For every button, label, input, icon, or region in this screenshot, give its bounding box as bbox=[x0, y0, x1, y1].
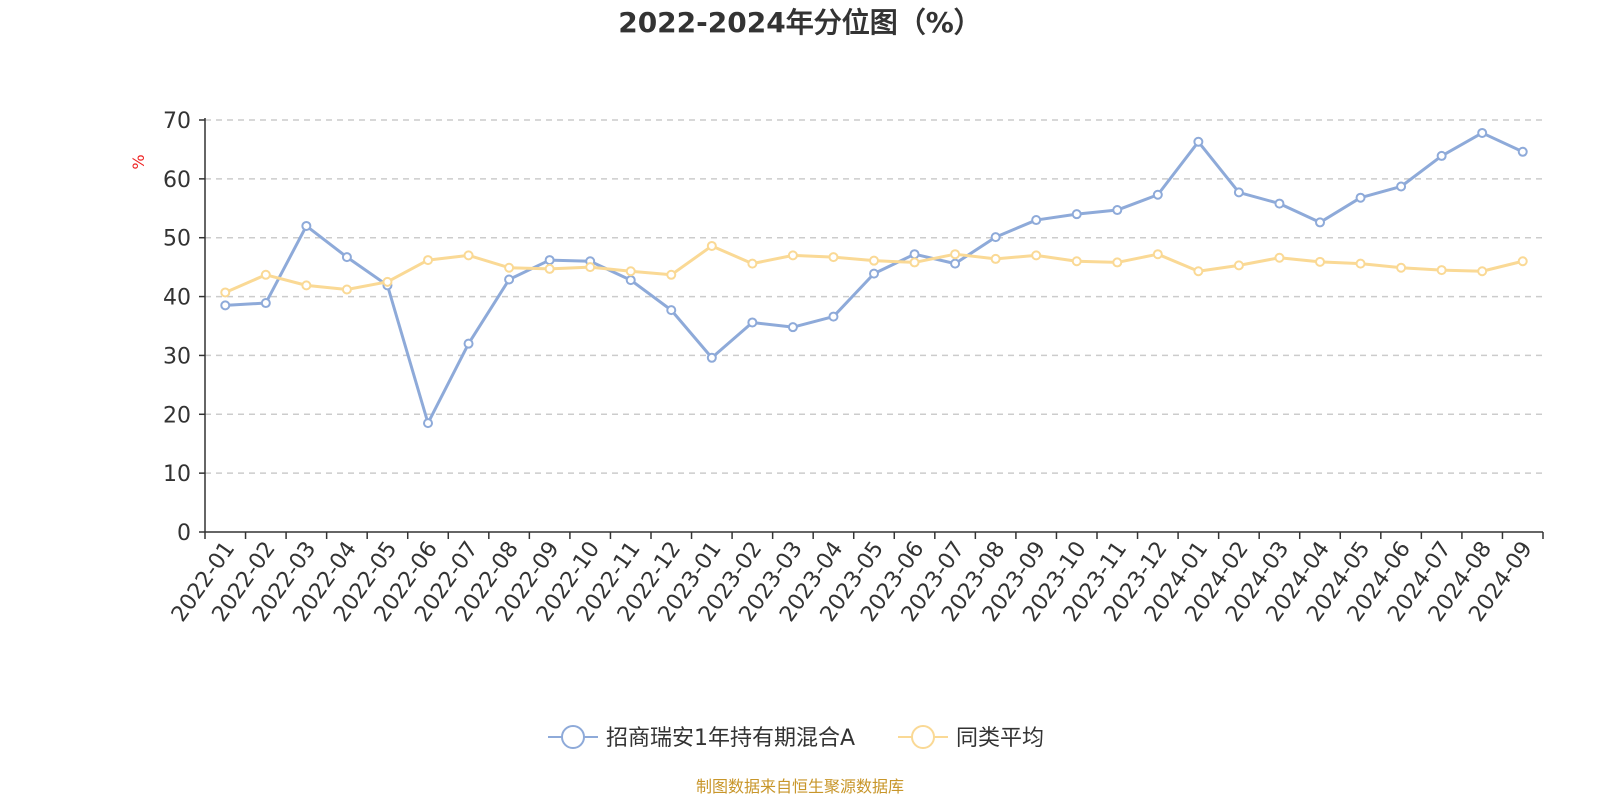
data-point bbox=[1112, 257, 1123, 268]
data-point bbox=[1233, 187, 1244, 198]
y-axis-unit: % bbox=[129, 154, 148, 169]
data-point bbox=[341, 252, 352, 263]
data-point bbox=[625, 266, 636, 277]
legend-item[interactable]: 同类平均 bbox=[898, 725, 1044, 751]
data-point bbox=[666, 269, 677, 280]
data-point bbox=[423, 255, 433, 266]
data-point bbox=[220, 300, 231, 311]
data-point bbox=[260, 298, 271, 309]
y-tick-label: 20 bbox=[163, 403, 191, 428]
data-point bbox=[1071, 209, 1082, 220]
data-point bbox=[220, 287, 231, 298]
data-point bbox=[1315, 217, 1325, 228]
data-source-note: 制图数据来自恒生聚源数据库 bbox=[696, 777, 904, 796]
data-point bbox=[1477, 266, 1488, 277]
legend-marker bbox=[561, 725, 585, 749]
data-point bbox=[1152, 249, 1163, 260]
data-point bbox=[1193, 136, 1204, 147]
data-point bbox=[950, 249, 961, 260]
y-tick-label: 0 bbox=[177, 521, 191, 546]
data-point bbox=[341, 284, 352, 295]
data-point bbox=[1274, 198, 1285, 209]
data-point bbox=[706, 352, 717, 363]
data-point bbox=[625, 275, 636, 286]
data-point bbox=[544, 263, 555, 274]
legend-marker bbox=[911, 725, 935, 749]
data-point bbox=[1031, 250, 1042, 261]
data-point bbox=[1477, 127, 1488, 138]
data-point bbox=[382, 276, 393, 287]
data-point bbox=[747, 317, 758, 328]
data-point bbox=[1152, 189, 1163, 200]
data-point bbox=[828, 311, 839, 322]
data-point bbox=[463, 250, 474, 261]
data-point bbox=[1315, 256, 1325, 267]
data-point bbox=[787, 250, 798, 261]
data-point bbox=[1396, 181, 1407, 192]
data-point bbox=[1436, 265, 1447, 276]
y-tick-label: 70 bbox=[163, 109, 191, 134]
data-point bbox=[1031, 215, 1042, 226]
y-tick-label: 30 bbox=[163, 344, 191, 369]
legend-item[interactable]: 招商瑞安1年持有期混合A bbox=[548, 725, 855, 751]
legend-label: 同类平均 bbox=[956, 726, 1044, 751]
legend-label: 招商瑞安1年持有期混合A bbox=[606, 726, 855, 751]
data-point bbox=[585, 262, 596, 273]
data-point bbox=[463, 338, 474, 349]
data-point bbox=[1274, 252, 1285, 263]
data-point bbox=[869, 255, 879, 266]
data-point bbox=[1355, 192, 1366, 203]
data-point bbox=[706, 240, 717, 251]
data-point bbox=[504, 262, 515, 273]
data-point bbox=[828, 252, 839, 263]
data-point bbox=[301, 220, 312, 231]
data-point bbox=[1517, 146, 1528, 157]
y-tick-label: 40 bbox=[163, 286, 191, 311]
data-point bbox=[423, 418, 433, 429]
data-point bbox=[1436, 150, 1447, 161]
data-point bbox=[990, 253, 1001, 264]
chart-title: 2022-2024年分位图（%） bbox=[618, 6, 982, 39]
y-tick-label: 60 bbox=[163, 168, 191, 193]
legend[interactable]: 招商瑞安1年持有期混合A 同类平均 bbox=[548, 725, 1044, 751]
data-point bbox=[869, 268, 879, 279]
series-lines bbox=[220, 127, 1528, 429]
y-tick-label: 10 bbox=[163, 462, 191, 487]
data-point bbox=[260, 269, 271, 280]
data-point bbox=[1233, 260, 1244, 271]
data-point bbox=[990, 232, 1001, 243]
data-point bbox=[787, 322, 798, 333]
data-point bbox=[747, 258, 758, 269]
data-point bbox=[544, 255, 555, 266]
data-point bbox=[1193, 266, 1204, 277]
y-tick-label: 50 bbox=[163, 227, 191, 252]
data-point bbox=[1396, 262, 1407, 273]
data-point bbox=[909, 257, 920, 268]
data-point bbox=[504, 274, 515, 285]
data-point bbox=[1071, 256, 1082, 267]
data-point bbox=[1355, 258, 1366, 269]
data-point bbox=[666, 305, 677, 316]
data-point bbox=[909, 249, 920, 260]
grid-lines bbox=[205, 119, 1543, 474]
data-point bbox=[301, 280, 312, 291]
data-point bbox=[1517, 256, 1528, 267]
axes: 0102030405060702022-012022-022022-032022… bbox=[163, 109, 1544, 627]
data-point bbox=[950, 258, 961, 269]
data-point bbox=[1112, 205, 1123, 216]
